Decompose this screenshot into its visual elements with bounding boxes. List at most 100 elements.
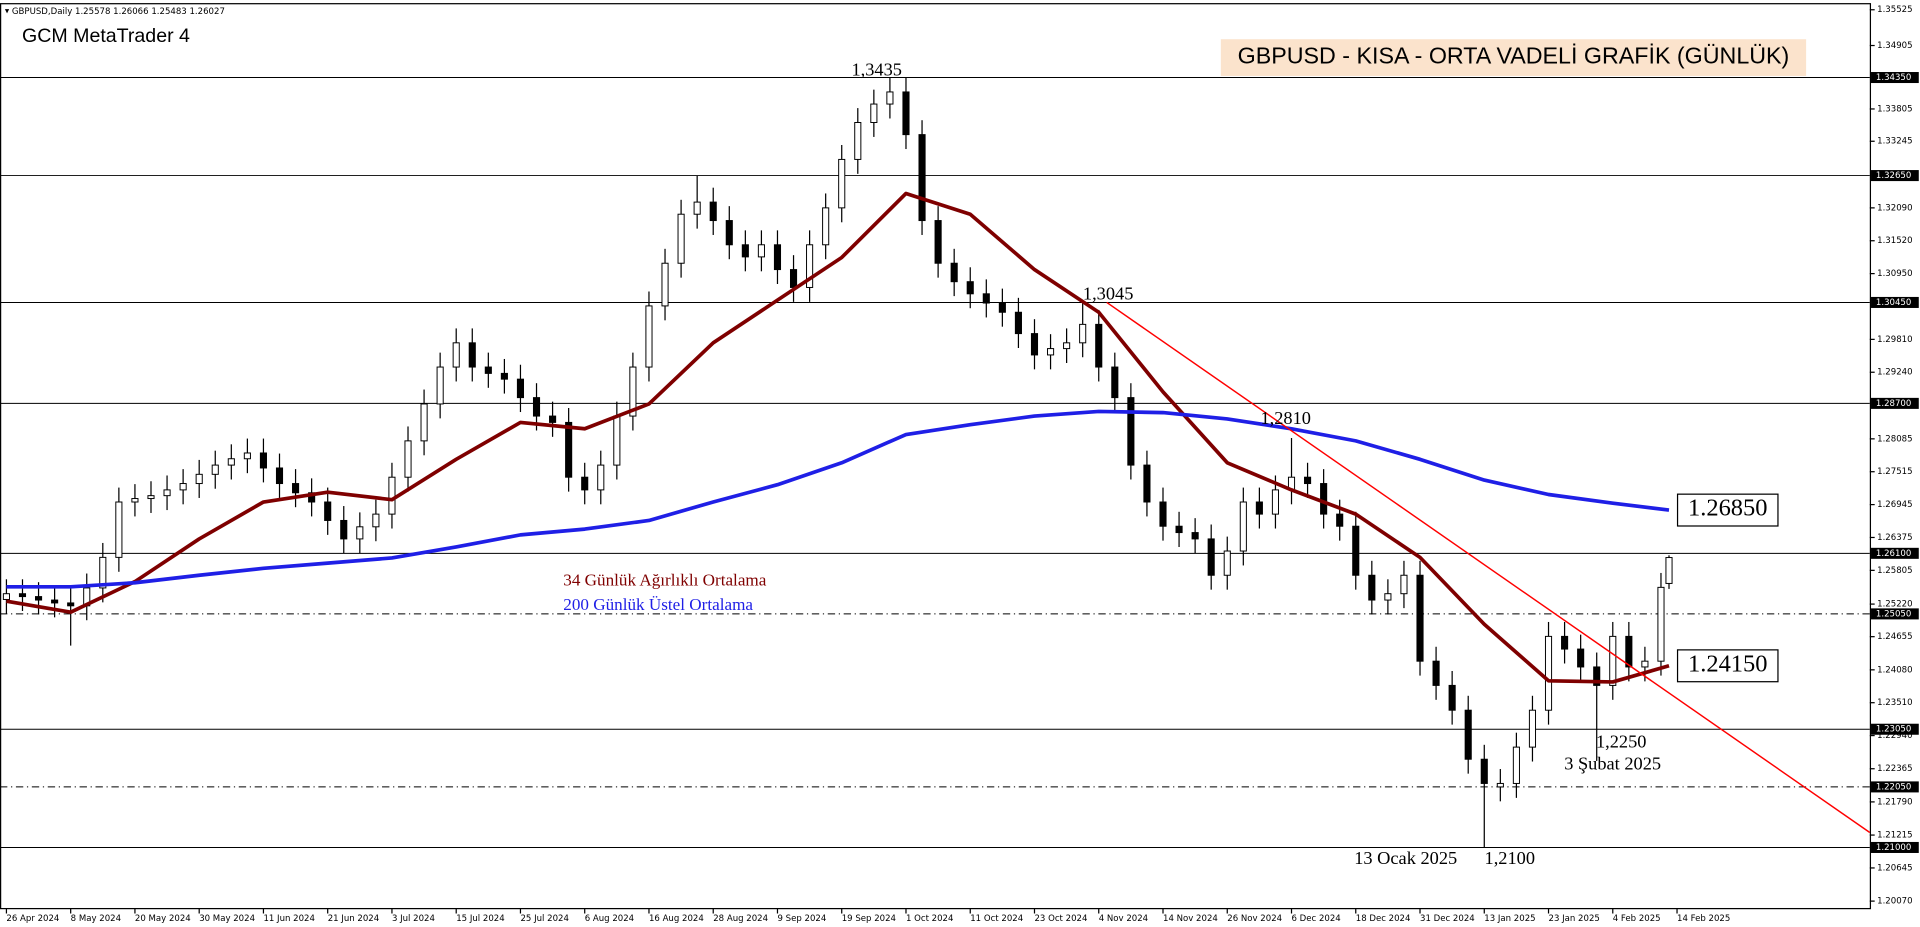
candle-body xyxy=(99,556,107,589)
level-label: 1.25050 xyxy=(1876,609,1911,619)
y-tick-label: 1.26375 xyxy=(1877,533,1912,543)
candle-body xyxy=(1544,635,1553,711)
candle-body xyxy=(789,269,798,288)
end-label-box xyxy=(1676,493,1779,527)
candle-body xyxy=(613,415,621,466)
candle-body xyxy=(1496,782,1504,788)
window-label: GCM MetaTrader 4 xyxy=(22,25,190,47)
level-label-box xyxy=(1871,608,1919,620)
candle-body xyxy=(420,403,428,442)
candle-body xyxy=(741,244,749,258)
candle-body xyxy=(1063,342,1071,350)
candle-body xyxy=(549,415,557,423)
candle-body xyxy=(982,293,990,304)
candle-body xyxy=(35,596,43,601)
candle-body xyxy=(1480,758,1488,784)
candle-body xyxy=(1047,348,1055,356)
y-tick-label: 1.25220 xyxy=(1877,600,1912,610)
candle-body xyxy=(854,122,862,160)
candle-body xyxy=(1384,593,1392,601)
candle-body xyxy=(1400,574,1408,595)
candle-body xyxy=(1143,464,1151,503)
x-tick-label: 4 Nov 2024 xyxy=(1099,914,1148,924)
candle-body xyxy=(966,281,974,295)
candle-body xyxy=(709,201,717,222)
level-label: 1.32650 xyxy=(1876,171,1911,181)
candle-body xyxy=(773,244,782,271)
level-label: 1.30450 xyxy=(1876,298,1911,308)
legend-entry: 34 Günlük Ağırlıklı Ortalama xyxy=(563,571,766,590)
level-label-box xyxy=(1871,723,1919,735)
x-tick-label: 11 Jun 2024 xyxy=(263,914,315,924)
candle-body xyxy=(500,372,508,380)
price-annotation: 1,2100 xyxy=(1485,848,1536,868)
y-tick-label: 1.21790 xyxy=(1877,797,1912,807)
last-high: 1.26066 xyxy=(113,7,148,17)
candle-body xyxy=(1271,489,1279,515)
x-tick-label: 30 May 2024 xyxy=(199,914,255,924)
candle-body xyxy=(1432,660,1440,686)
x-tick-label: 14 Feb 2025 xyxy=(1677,914,1730,924)
level-label-box xyxy=(1871,547,1919,559)
trend-line xyxy=(1106,301,1871,834)
x-tick-label: 26 Apr 2024 xyxy=(6,914,59,924)
y-tick-label: 1.22365 xyxy=(1877,764,1912,774)
candle-body xyxy=(693,201,701,215)
candle-body xyxy=(18,593,27,598)
symbol: GBPUSD,Daily xyxy=(12,7,72,17)
candle-body xyxy=(340,519,348,540)
x-tick-label: 9 Sep 2024 xyxy=(777,914,826,924)
candle-body xyxy=(1127,397,1135,466)
price-annotation: 1,2250 xyxy=(1596,732,1647,752)
y-tick-label: 1.24655 xyxy=(1877,632,1912,642)
x-tick-label: 31 Dec 2024 xyxy=(1420,914,1475,924)
x-tick-label: 16 Aug 2024 xyxy=(649,914,704,924)
candle-body xyxy=(1223,550,1231,576)
candle-body xyxy=(1030,333,1039,356)
candle-body xyxy=(115,501,123,558)
candle-body xyxy=(1368,574,1376,601)
candle-body xyxy=(259,452,267,469)
candle-body xyxy=(1239,501,1247,552)
symbol-info: ▾ GBPUSD,Daily 1.25578 1.26066 1.25483 1… xyxy=(5,7,225,17)
candle-body xyxy=(147,495,155,500)
y-tick-label: 1.33805 xyxy=(1877,104,1912,114)
candle-body xyxy=(950,262,958,283)
x-tick-label: 23 Jan 2025 xyxy=(1549,914,1600,924)
candle-body xyxy=(677,213,685,264)
candle-body xyxy=(404,440,412,478)
candle-body xyxy=(1014,311,1022,335)
x-tick-label: 21 Jun 2024 xyxy=(328,914,380,924)
x-tick-label: 18 Dec 2024 xyxy=(1356,914,1411,924)
candle-body xyxy=(629,366,637,417)
y-tick-label: 1.34905 xyxy=(1877,41,1912,51)
candle-body xyxy=(1561,635,1569,650)
candle-body xyxy=(725,220,733,246)
y-tick-label: 1.26945 xyxy=(1877,500,1912,510)
last-low: 1.25483 xyxy=(151,7,186,17)
candle-body xyxy=(998,302,1006,313)
candle-body xyxy=(1111,366,1119,399)
y-tick-label: 1.27515 xyxy=(1877,467,1912,477)
candle-body xyxy=(484,366,492,374)
y-tick-label: 1.22940 xyxy=(1877,731,1912,741)
end-label: 1.24150 xyxy=(1688,650,1768,677)
candle-body xyxy=(2,593,10,600)
level-label-box xyxy=(1871,841,1919,853)
candle-body xyxy=(308,492,316,503)
price-annotation: 1,2810 xyxy=(1260,408,1311,428)
level-label-box xyxy=(1871,170,1919,182)
level-label: 1.23050 xyxy=(1876,725,1911,735)
x-tick-label: 23 Oct 2024 xyxy=(1034,914,1087,924)
candle-body xyxy=(870,103,878,124)
x-tick-label: 6 Aug 2024 xyxy=(585,914,634,924)
candles xyxy=(2,77,1673,848)
candle-body xyxy=(581,476,589,491)
y-tick-label: 1.31520 xyxy=(1877,236,1912,246)
candle-body xyxy=(1352,525,1360,576)
candle-body xyxy=(934,220,942,264)
end-label-box xyxy=(1676,649,1779,683)
candle-body xyxy=(645,305,653,368)
level-label: 1.22050 xyxy=(1876,782,1911,792)
